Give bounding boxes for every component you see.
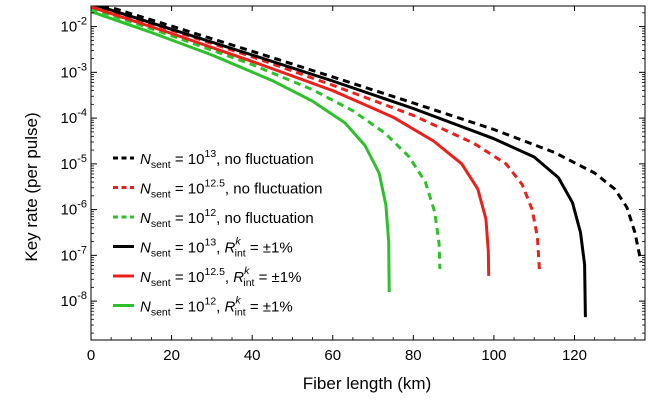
legend-n: N <box>140 210 151 227</box>
legend-equals: = 10 <box>171 269 205 286</box>
legend-tail: , no fluctuation <box>225 181 323 198</box>
legend-n-subscript: sent <box>151 189 171 201</box>
series-line-2 <box>91 6 541 270</box>
plot-area-border <box>90 5 646 341</box>
x-axis-ticks: 0 20 40 60 80 100 120 <box>87 6 636 364</box>
y-tick-base: 10 <box>61 247 78 264</box>
y-tick-label: 10-6 <box>61 199 87 219</box>
legend-r-superscript: k <box>235 295 241 307</box>
legend-exponent: 12 <box>204 207 216 219</box>
y-tick-base: 10 <box>61 156 78 173</box>
legend-equals: = 10 <box>171 210 205 227</box>
legend-n: N <box>140 240 151 257</box>
legend-n-subscript: sent <box>151 248 171 260</box>
x-tick-label: 80 <box>405 347 422 364</box>
legend-exponent: 12.5 <box>204 266 225 278</box>
x-tick-label: 20 <box>163 347 180 364</box>
legend-n-subscript: sent <box>151 218 171 230</box>
legend-equals: = 10 <box>171 299 205 316</box>
legend-r-subscript: int <box>243 277 254 289</box>
y-tick-base: 10 <box>61 64 78 81</box>
legend-exponent: 13 <box>204 237 216 249</box>
y-tick-base: 10 <box>61 19 78 36</box>
series-layer <box>91 6 643 318</box>
series-line-5 <box>91 6 491 276</box>
x-tick-label: 40 <box>244 347 261 364</box>
legend-n: N <box>140 299 151 316</box>
legend-n: N <box>140 181 151 198</box>
legend-tail: , no fluctuation <box>216 151 314 168</box>
y-tick-exponent: -8 <box>77 290 87 302</box>
legend-label-3: Nsent = 1012, no fluctuation <box>140 207 314 230</box>
y-tick-base: 10 <box>61 202 78 219</box>
legend-tail: , <box>216 240 224 257</box>
series-line-4 <box>93 6 587 318</box>
y-tick-base: 10 <box>61 293 78 310</box>
x-axis-title: Fiber length (km) <box>303 374 431 393</box>
y-tick-exponent: -2 <box>77 16 87 28</box>
y-tick-exponent: -4 <box>77 107 87 119</box>
y-tick-exponent: -7 <box>77 244 87 256</box>
y-axis-ticks: 10-210-310-410-510-610-710-8 <box>61 12 645 334</box>
legend-r-tail: = ±1% <box>246 240 293 257</box>
x-tick-label: 0 <box>87 347 95 364</box>
legend-tail: , <box>225 269 233 286</box>
legend-n-subscript: sent <box>151 307 171 319</box>
x-tick-label: 60 <box>324 347 341 364</box>
legend-r: R <box>225 240 236 257</box>
y-tick-label: 10-7 <box>61 244 87 264</box>
x-tick-label: 120 <box>562 347 587 364</box>
legend-tail: , no fluctuation <box>216 210 314 227</box>
legend-label-2: Nsent = 1012.5, no fluctuation <box>140 178 323 201</box>
y-axis-title: Key rate (per pulse) <box>22 112 41 261</box>
legend-label-5: Nsent = 1012.5, Rk int = ±1% <box>140 265 301 289</box>
y-tick-base: 10 <box>61 110 78 127</box>
y-tick-label: 10-3 <box>61 61 87 81</box>
y-tick-label: 10-4 <box>61 107 87 127</box>
legend-n: N <box>140 269 151 286</box>
legend-n-subscript: sent <box>151 159 171 171</box>
legend-tail: , <box>216 299 224 316</box>
legend-r-subscript: int <box>235 307 246 319</box>
y-tick-label: 10-5 <box>61 153 87 173</box>
legend-label-1: Nsent = 1013, no fluctuation <box>140 148 314 171</box>
legend-n-subscript: sent <box>151 277 171 289</box>
legend-r-tail: = ±1% <box>246 299 293 316</box>
legend-equals: = 10 <box>171 240 205 257</box>
legend-exponent: 12 <box>204 296 216 308</box>
series-line-3 <box>91 6 442 270</box>
legend-label-6: Nsent = 1012, Rk int = ±1% <box>140 295 293 319</box>
legend-n: N <box>140 151 151 168</box>
y-tick-exponent: -3 <box>77 61 87 73</box>
legend-r: R <box>233 269 244 286</box>
legend-r-tail: = ±1% <box>254 269 301 286</box>
legend-exponent: 13 <box>204 148 216 160</box>
plot-frame <box>90 5 646 341</box>
y-tick-exponent: -6 <box>77 199 87 211</box>
legend-exponent: 12.5 <box>204 178 225 190</box>
legend-r: R <box>225 299 236 316</box>
legend-r-superscript: k <box>235 236 241 248</box>
y-tick-exponent: -5 <box>77 153 87 165</box>
x-tick-label: 100 <box>481 347 506 364</box>
legend-equals: = 10 <box>171 151 205 168</box>
y-tick-label: 10-2 <box>61 16 87 36</box>
legend-label-4: Nsent = 1013, Rk int = ±1% <box>140 236 293 260</box>
legend-equals: = 10 <box>171 181 205 198</box>
series-line-6 <box>91 10 391 293</box>
legend-r-subscript: int <box>235 248 246 260</box>
y-tick-label: 10-8 <box>61 290 87 310</box>
legend-r-superscript: k <box>244 265 250 277</box>
